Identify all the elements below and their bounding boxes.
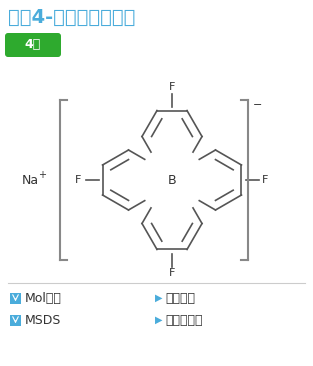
Text: Mol下载: Mol下载: [25, 291, 62, 305]
Text: ▶: ▶: [155, 293, 162, 303]
Text: +: +: [38, 170, 46, 180]
Text: ▶: ▶: [155, 315, 162, 325]
FancyBboxPatch shape: [10, 293, 21, 304]
Text: F: F: [169, 269, 175, 279]
Text: 化学性质: 化学性质: [165, 291, 195, 305]
Text: F: F: [169, 82, 175, 92]
FancyBboxPatch shape: [10, 315, 21, 326]
Text: MSDS: MSDS: [25, 314, 61, 326]
Text: F: F: [75, 175, 82, 185]
Text: 国外供应商: 国外供应商: [165, 314, 203, 326]
Text: B: B: [168, 173, 176, 187]
Text: −: −: [253, 100, 262, 110]
Text: 4级: 4级: [25, 38, 41, 52]
FancyBboxPatch shape: [5, 33, 61, 57]
Text: Na: Na: [22, 173, 39, 187]
Text: F: F: [262, 175, 269, 185]
Text: 四（4-氟苯基）硼酸钠: 四（4-氟苯基）硼酸钠: [8, 8, 136, 27]
